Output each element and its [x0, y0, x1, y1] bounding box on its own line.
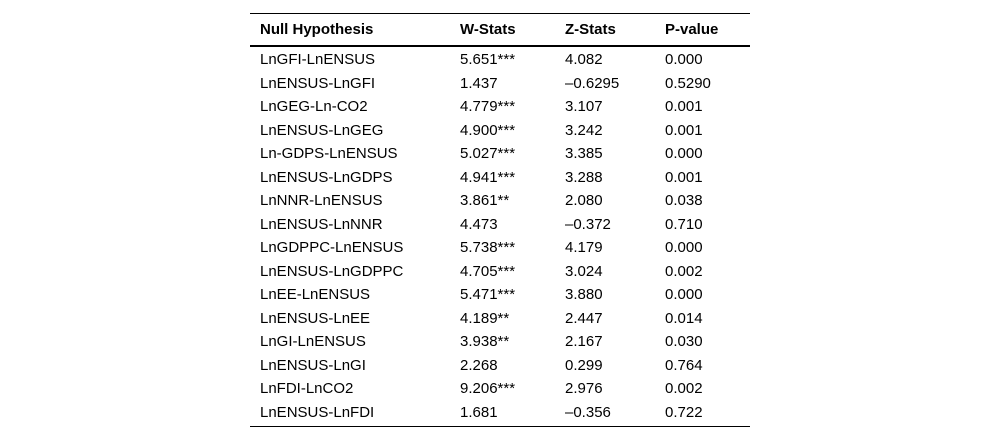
cell-null-hypothesis: LnGEG-Ln-CO2 [260, 99, 368, 115]
cell-p-value: 0.002 [665, 263, 703, 279]
cell-null-hypothesis: LnGFI-LnENSUS [260, 52, 376, 68]
cell-z-stats: 0.299 [565, 357, 603, 373]
table-row: LnENSUS-LnGFI 1.437 –0.6295 0.5290 [250, 72, 750, 96]
cell-z-stats: 4.082 [565, 52, 603, 68]
cell-w-stats: 4.779*** [460, 99, 516, 115]
cell-null-hypothesis: LnGI-LnENSUS [260, 334, 366, 350]
table-row: LnEE-LnENSUS 5.471*** 3.880 0.000 [250, 283, 750, 307]
cell-null-hypothesis: LnNNR-LnENSUS [260, 193, 383, 209]
column-header-p-value: P-value [665, 22, 719, 37]
table-row: LnENSUS-LnNNR 4.473 –0.372 0.710 [250, 213, 750, 237]
cell-p-value: 0.000 [665, 287, 703, 303]
cell-w-stats: 2.268 [460, 357, 498, 373]
cell-null-hypothesis: LnEE-LnENSUS [260, 287, 371, 303]
column-header-null-hypothesis: Null Hypothesis [260, 22, 374, 37]
table-row: LnGFI-LnENSUS 5.651*** 4.082 0.000 [250, 48, 750, 72]
cell-w-stats: 4.900*** [460, 122, 516, 138]
table-row: Ln-GDPS-LnENSUS 5.027*** 3.385 0.000 [250, 142, 750, 166]
cell-null-hypothesis: LnENSUS-LnGEG [260, 122, 384, 138]
cell-w-stats: 1.437 [460, 75, 498, 91]
cell-p-value: 0.001 [665, 99, 703, 115]
cell-w-stats: 5.651*** [460, 52, 516, 68]
cell-w-stats: 3.861** [460, 193, 510, 209]
table-row: LnENSUS-LnGI 2.268 0.299 0.764 [250, 354, 750, 378]
cell-z-stats: –0.6295 [565, 75, 620, 91]
cell-z-stats: 2.167 [565, 334, 603, 350]
cell-p-value: 0.038 [665, 193, 703, 209]
cell-w-stats: 5.027*** [460, 146, 516, 162]
cell-null-hypothesis: LnENSUS-LnGFI [260, 75, 376, 91]
column-header-w-stats: W-Stats [460, 22, 516, 37]
cell-null-hypothesis: LnENSUS-LnNNR [260, 216, 383, 232]
table-row: LnENSUS-LnFDI 1.681 –0.356 0.722 [250, 401, 750, 425]
panel-causality-results-table: Null Hypothesis W-Stats Z-Stats P-value … [250, 13, 750, 427]
cell-z-stats: 3.288 [565, 169, 603, 185]
cell-p-value: 0.764 [665, 357, 703, 373]
cell-z-stats: 2.447 [565, 310, 603, 326]
cell-null-hypothesis: LnFDI-LnCO2 [260, 381, 354, 397]
cell-p-value: 0.722 [665, 404, 703, 420]
table-row: LnGI-LnENSUS 3.938** 2.167 0.030 [250, 330, 750, 354]
cell-z-stats: 2.976 [565, 381, 603, 397]
cell-p-value: 0.001 [665, 122, 703, 138]
cell-p-value: 0.000 [665, 240, 703, 256]
cell-p-value: 0.000 [665, 146, 703, 162]
cell-null-hypothesis: LnGDPPC-LnENSUS [260, 240, 404, 256]
table-row: LnGDPPC-LnENSUS 5.738*** 4.179 0.000 [250, 236, 750, 260]
cell-null-hypothesis: LnENSUS-LnGDPPC [260, 263, 404, 279]
table-row: LnGEG-Ln-CO2 4.779*** 3.107 0.001 [250, 95, 750, 119]
cell-w-stats: 1.681 [460, 404, 498, 420]
cell-w-stats: 3.938** [460, 334, 510, 350]
cell-p-value: 0.002 [665, 381, 703, 397]
table-row: LnENSUS-LnEE 4.189** 2.447 0.014 [250, 307, 750, 331]
cell-null-hypothesis: LnENSUS-LnEE [260, 310, 371, 326]
cell-w-stats: 9.206*** [460, 381, 516, 397]
cell-w-stats: 5.738*** [460, 240, 516, 256]
cell-z-stats: –0.372 [565, 216, 611, 232]
cell-z-stats: 3.385 [565, 146, 603, 162]
cell-w-stats: 4.473 [460, 216, 498, 232]
cell-w-stats: 4.705*** [460, 263, 516, 279]
table-row: LnNNR-LnENSUS 3.861** 2.080 0.038 [250, 189, 750, 213]
cell-z-stats: 3.242 [565, 122, 603, 138]
cell-w-stats: 4.189** [460, 310, 510, 326]
column-header-z-stats: Z-Stats [565, 22, 616, 37]
cell-null-hypothesis: Ln-GDPS-LnENSUS [260, 146, 398, 162]
cell-p-value: 0.014 [665, 310, 703, 326]
cell-null-hypothesis: LnENSUS-LnGDPS [260, 169, 393, 185]
cell-w-stats: 5.471*** [460, 287, 516, 303]
table-row: LnENSUS-LnGDPS 4.941*** 3.288 0.001 [250, 166, 750, 190]
table-row: LnENSUS-LnGEG 4.900*** 3.242 0.001 [250, 119, 750, 143]
cell-z-stats: 2.080 [565, 193, 603, 209]
cell-p-value: 0.710 [665, 216, 703, 232]
cell-null-hypothesis: LnENSUS-LnGI [260, 357, 366, 373]
table-row: LnFDI-LnCO2 9.206*** 2.976 0.002 [250, 377, 750, 401]
cell-z-stats: 4.179 [565, 240, 603, 256]
cell-z-stats: 3.024 [565, 263, 603, 279]
cell-p-value: 0.5290 [665, 75, 711, 91]
cell-null-hypothesis: LnENSUS-LnFDI [260, 404, 375, 420]
cell-p-value: 0.001 [665, 169, 703, 185]
table-header-row: Null Hypothesis W-Stats Z-Stats P-value [250, 14, 750, 47]
cell-w-stats: 4.941*** [460, 169, 516, 185]
cell-p-value: 0.000 [665, 52, 703, 68]
cell-p-value: 0.030 [665, 334, 703, 350]
table-row: LnENSUS-LnGDPPC 4.705*** 3.024 0.002 [250, 260, 750, 284]
table-body: LnGFI-LnENSUS 5.651*** 4.082 0.000 LnENSUS-L… [250, 47, 750, 426]
cell-z-stats: 3.107 [565, 99, 603, 115]
cell-z-stats: –0.356 [565, 404, 611, 420]
cell-z-stats: 3.880 [565, 287, 603, 303]
